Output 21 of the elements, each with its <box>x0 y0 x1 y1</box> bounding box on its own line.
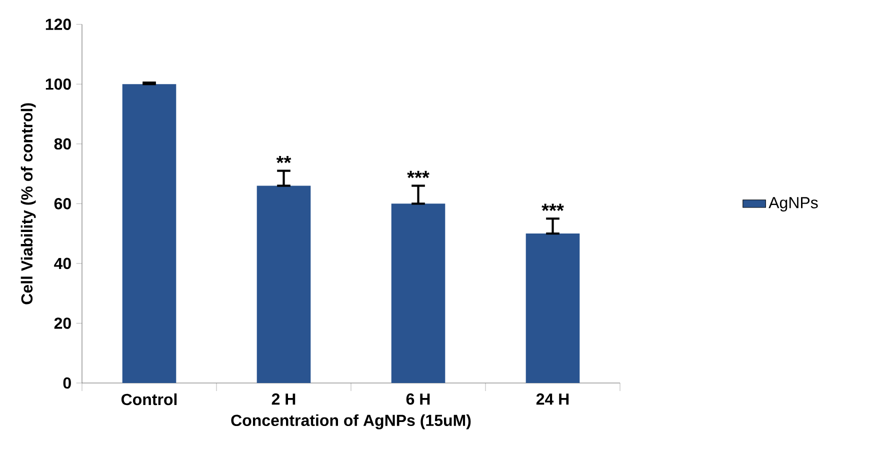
x-tick-label: 2 H <box>272 393 296 405</box>
annotation: *** <box>407 170 430 178</box>
bar <box>122 84 176 383</box>
annotation: *** <box>542 204 564 211</box>
x-tick-label: 24 H <box>536 393 569 405</box>
annotation: ** <box>276 156 292 164</box>
legend-label: AgNPs <box>768 197 818 212</box>
y-tick-label: 80 <box>54 138 71 150</box>
y-tick-label: 120 <box>46 18 71 30</box>
bar <box>526 234 580 383</box>
y-tick-label: 60 <box>54 198 71 210</box>
bar <box>256 186 311 383</box>
bar <box>391 204 446 383</box>
y-tick-label: 100 <box>46 78 71 90</box>
x-tick-label: 6 H <box>406 393 430 405</box>
y-tick-label: 20 <box>54 318 71 329</box>
y-axis-title: Cell Viability (% of control) <box>20 103 36 304</box>
y-tick-label: 40 <box>54 258 71 270</box>
x-tick-label: Control <box>121 393 177 406</box>
y-tick-label: 0 <box>63 377 71 389</box>
x-axis-title: Concentration of AgNPs (15uM) <box>231 414 471 430</box>
